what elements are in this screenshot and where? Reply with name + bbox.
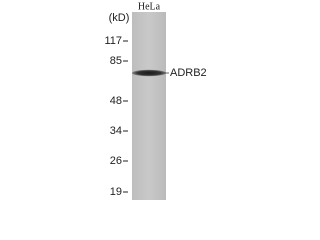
- lane: [132, 12, 166, 200]
- marker-label: 34: [110, 125, 122, 137]
- marker-label: 117: [104, 35, 122, 47]
- marker-label: 85: [110, 55, 122, 67]
- marker-label: 48: [110, 95, 122, 107]
- western-blot: HeLa (kD) ADRB2 117 85 48 34 26 19: [104, 1, 207, 200]
- unit-label: (kD): [109, 12, 130, 24]
- marker-label: 26: [110, 155, 122, 167]
- band: [132, 69, 166, 77]
- lane-label: HeLa: [138, 1, 161, 12]
- band-label: ADRB2: [170, 67, 207, 79]
- marker-label: 19: [110, 186, 122, 198]
